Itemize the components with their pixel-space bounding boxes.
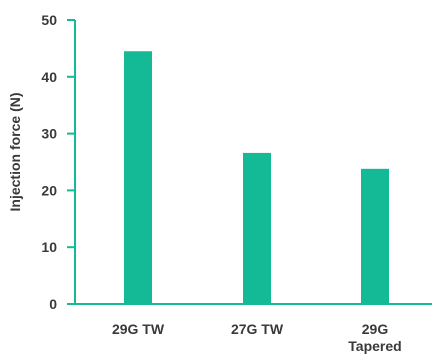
y-tick-label: 40 xyxy=(41,69,57,85)
y-tick-label: 10 xyxy=(41,239,57,255)
x-tick-label: 27G TW xyxy=(231,321,284,337)
y-tick-label: 30 xyxy=(41,126,57,142)
y-tick-label: 50 xyxy=(41,12,57,28)
y-tick-label: 0 xyxy=(49,296,57,312)
x-tick-label-line: 29G TW xyxy=(112,321,165,337)
y-axis: 0 10 20 30 40 50 xyxy=(41,12,76,312)
y-tick-label: 20 xyxy=(41,182,57,198)
bar xyxy=(124,51,152,304)
x-tick-label-line: 29G xyxy=(362,321,389,337)
bar xyxy=(243,152,271,304)
x-tick-label-line: Tapered xyxy=(348,338,401,354)
y-axis-title: Injection force (N) xyxy=(7,92,23,211)
x-tick-label: 29G TW xyxy=(112,321,165,337)
x-tick-label: 29G Tapered xyxy=(348,321,401,354)
x-axis: 29G TW 27G TW 29G Tapered xyxy=(67,303,432,354)
bar xyxy=(361,168,389,304)
bars xyxy=(124,51,389,304)
x-tick-label-line: 27G TW xyxy=(231,321,284,337)
